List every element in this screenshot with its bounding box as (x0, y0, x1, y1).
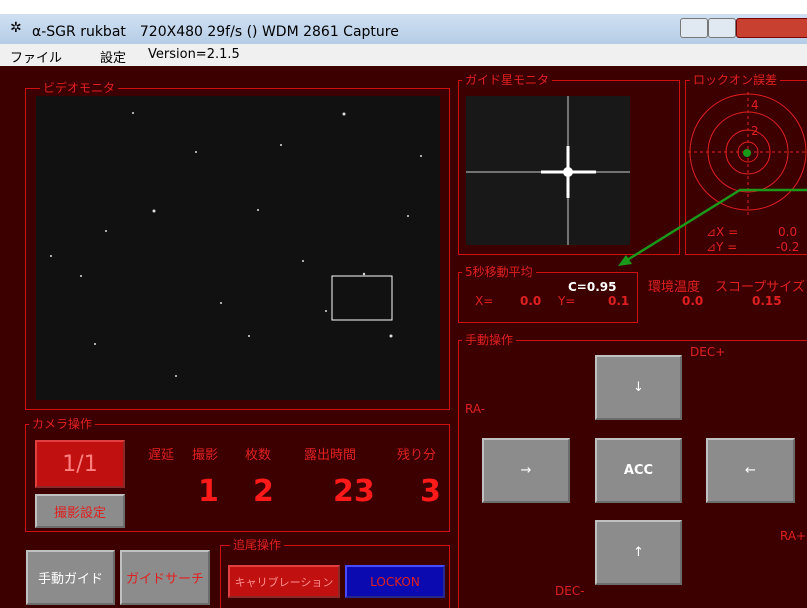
dec-plus-label: DEC+ (690, 345, 725, 359)
panel-label: ビデオモニタ (40, 81, 118, 95)
settings-button[interactable]: 撮影設定 (35, 494, 125, 528)
lockon-button[interactable]: LOCKON (345, 565, 445, 598)
ra-plus-label: RA+ (780, 529, 806, 543)
maximize-button[interactable] (708, 18, 736, 38)
video-image (36, 96, 440, 400)
move-button[interactable]: ↓ (595, 355, 682, 420)
lockon-target (688, 92, 807, 216)
ra-minus-label: RA- (465, 402, 485, 416)
dx-label: ⊿X = (706, 225, 738, 239)
dec-minus-label: DEC- (555, 584, 585, 598)
menu-item[interactable]: 設定 (100, 47, 126, 66)
calibration-button[interactable]: キャリブレーション (228, 565, 340, 598)
ring-label: 2 (751, 124, 759, 138)
camera-header: 露出時間 (304, 444, 356, 463)
top-strip (0, 0, 807, 14)
y-value: 0.1 (608, 294, 629, 308)
y-label: Y= (558, 294, 575, 308)
x-label: X= (475, 294, 493, 308)
panel-label: 追尾操作 (230, 538, 284, 552)
minimize-button[interactable] (680, 18, 708, 38)
camera-value: 23 (333, 474, 375, 509)
camera-value: 3 (420, 474, 441, 509)
move-button[interactable]: → (482, 438, 570, 503)
title-bar: ✲ α-SGR rukbat 720X480 29f/s () WDM 2861… (0, 14, 807, 44)
x-value: 0.0 (520, 294, 541, 308)
temp-value: 0.0 (682, 294, 703, 308)
ring-label: 4 (751, 98, 759, 112)
panel-label: 手動操作 (462, 333, 516, 347)
camera-header: 遅延 (148, 444, 174, 463)
camera-value: 1 (198, 474, 219, 509)
panel-label: ロックオン誤差 (690, 73, 780, 87)
menu-item[interactable]: Version=2.1.5 (148, 47, 240, 62)
app-window: ✲ α-SGR rukbat 720X480 29f/s () WDM 2861… (0, 0, 807, 608)
camera-value: 2 (253, 474, 274, 509)
scope-label: スコープサイズ (715, 276, 805, 295)
scope-value: 0.15 (752, 294, 782, 308)
ratio-button[interactable]: 1/1 (35, 440, 125, 488)
camera-header: 残り分 (397, 444, 436, 463)
guide-image (466, 96, 630, 245)
manual-guide-button[interactable]: 手動ガイド (26, 550, 115, 605)
dx-value: 0.0 (778, 225, 797, 239)
temp-label: 環境温度 (648, 276, 700, 295)
close-button[interactable] (736, 18, 807, 38)
move-button[interactable]: ← (706, 438, 795, 503)
menu-bar: ファイル 設定 Version=2.1.5 (0, 44, 807, 66)
panel-label: 5秒移動平均 (462, 265, 536, 279)
dy-label: ⊿Y = (706, 240, 737, 254)
move-button[interactable]: ↑ (595, 520, 682, 585)
camera-header: 枚数 (245, 444, 271, 463)
panel-label: ガイド星モニタ (462, 73, 552, 87)
guide-search-button[interactable]: ガイドサーチ (120, 550, 210, 605)
acc-button[interactable]: ACC (595, 438, 682, 503)
window-title: α-SGR rukbat 720X480 29f/s () WDM 2861 C… (32, 21, 399, 41)
c-value: C=0.95 (568, 280, 616, 294)
camera-header: 撮影 (192, 444, 218, 463)
menu-item[interactable]: ファイル (10, 47, 62, 66)
panel-label: カメラ操作 (29, 417, 95, 431)
dy-value: -0.2 (776, 240, 799, 254)
